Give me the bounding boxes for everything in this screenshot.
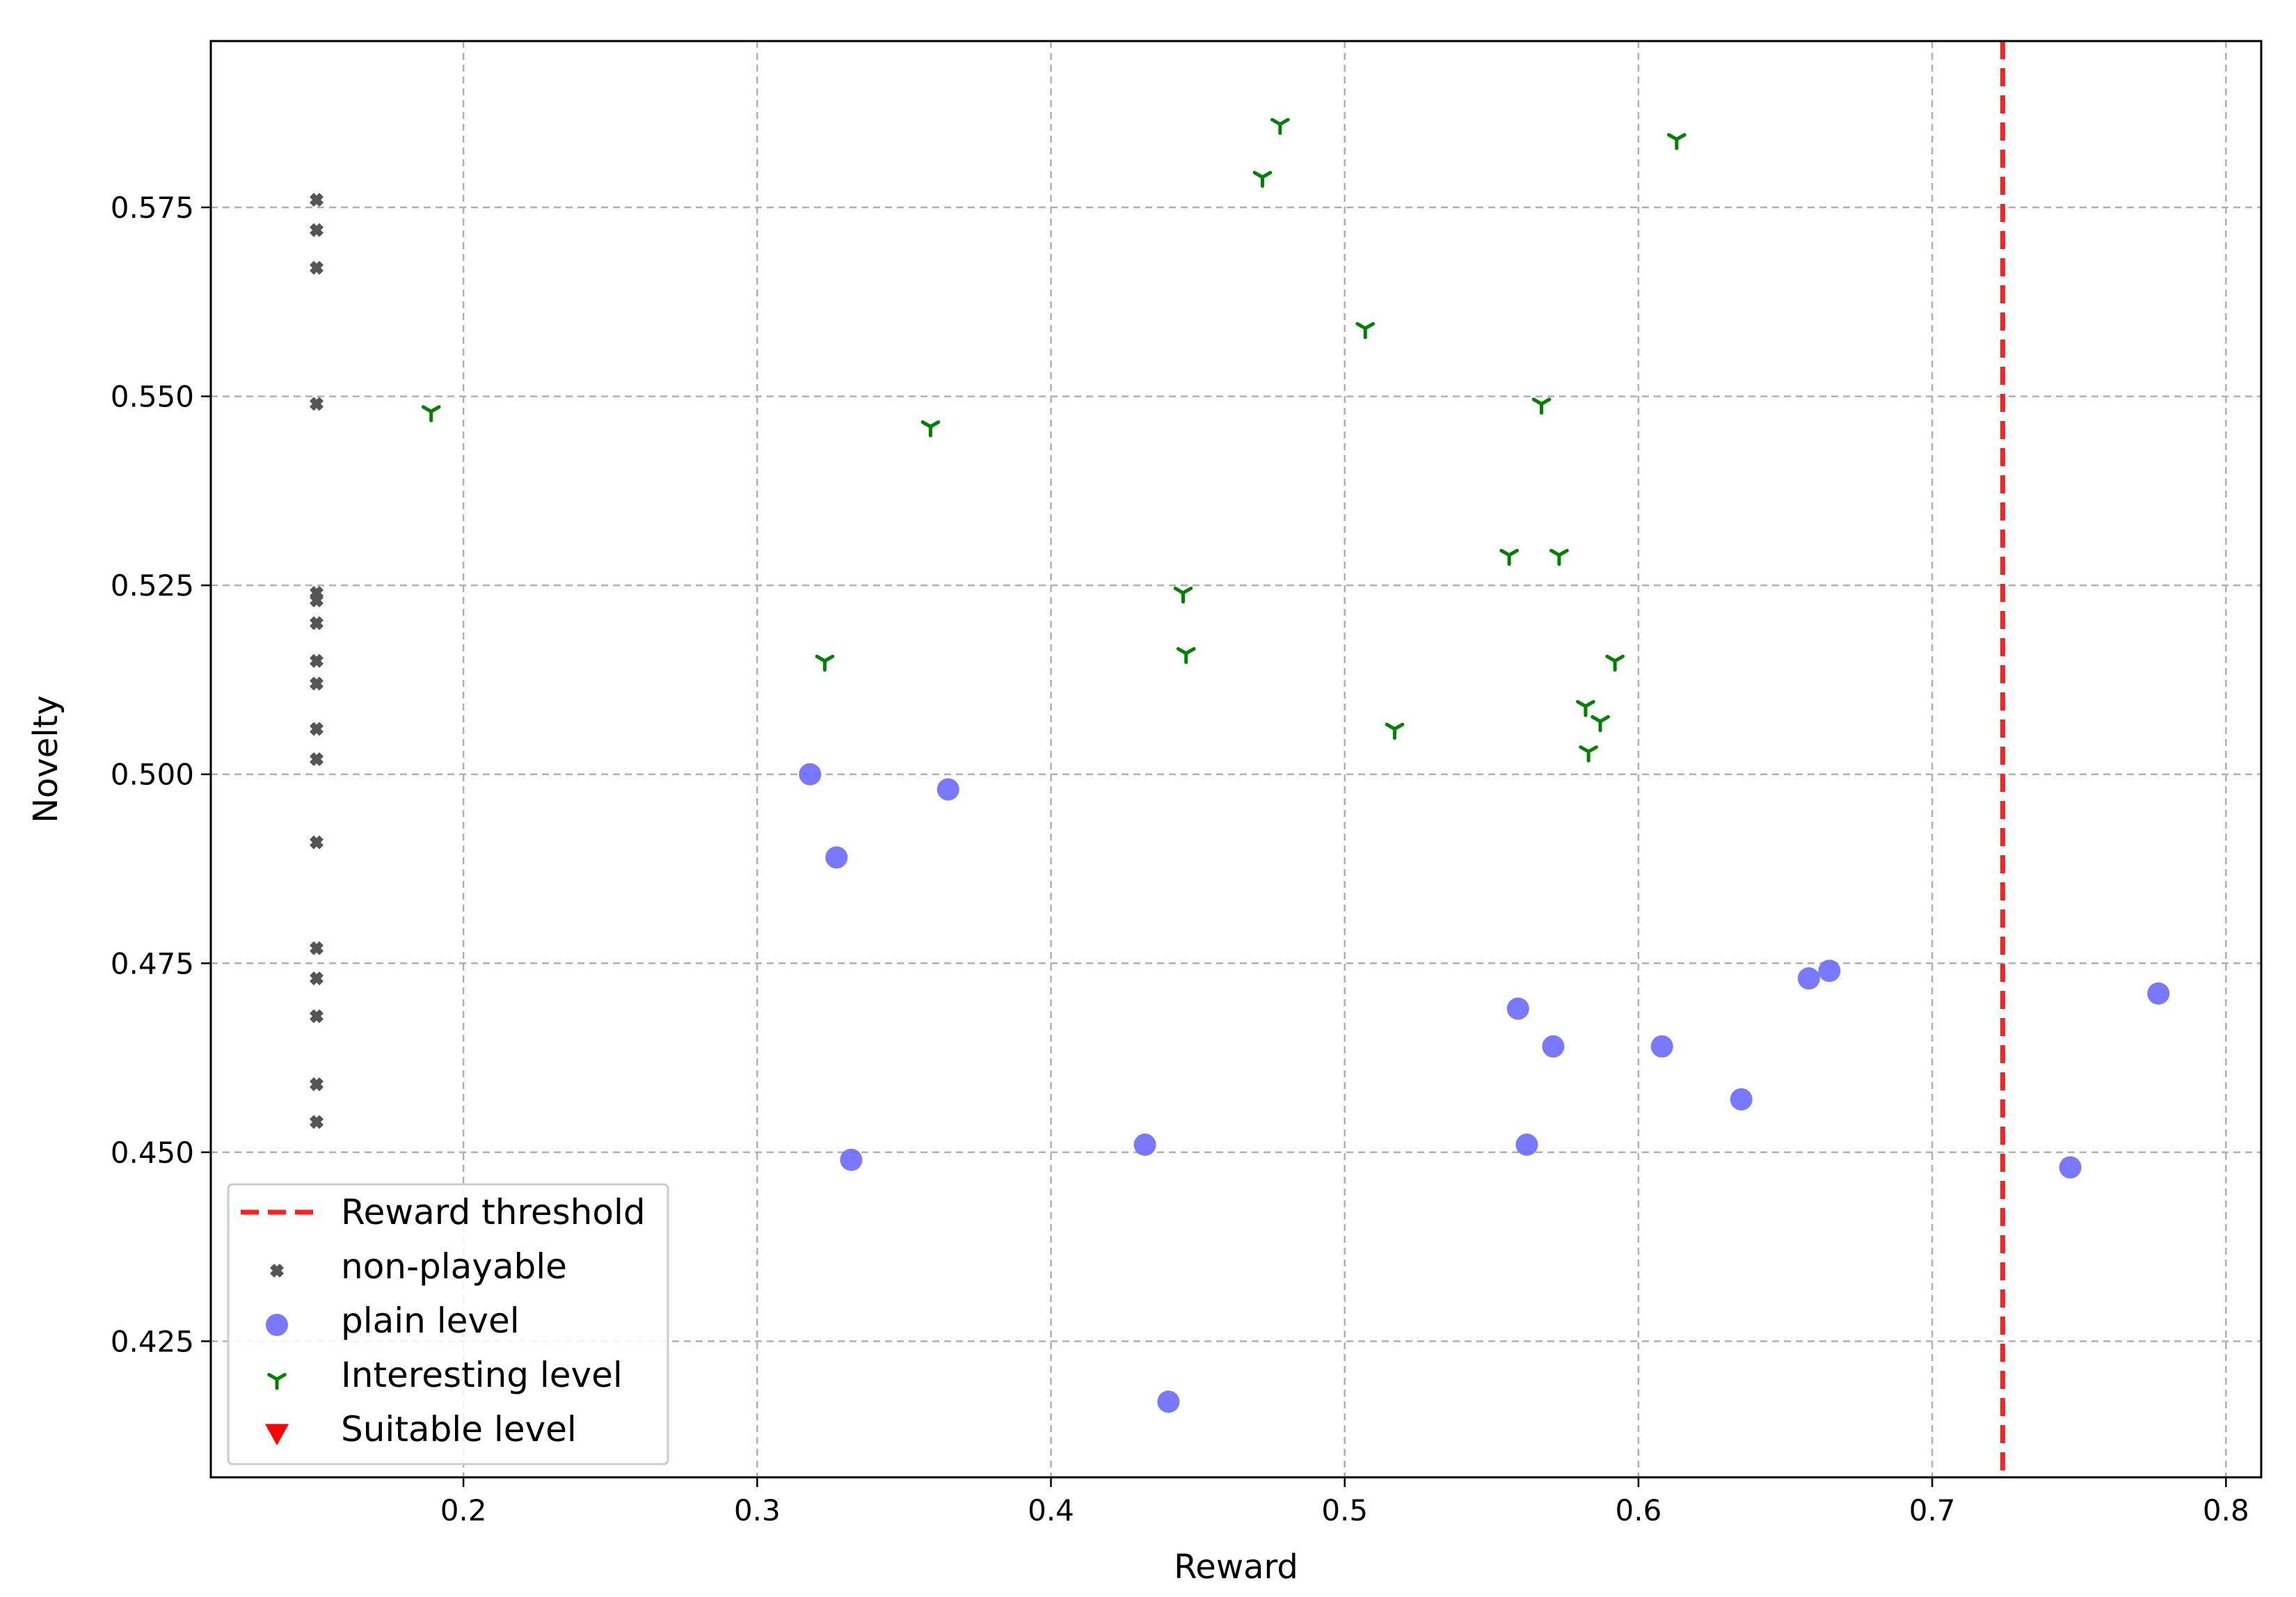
series-interesting-level [421,118,1687,763]
data-point [1818,960,1841,983]
legend-swatch [270,1264,284,1278]
data-points [309,118,2170,1413]
data-point [309,752,324,766]
legend-swatch [265,1424,289,1445]
data-point [309,835,324,850]
legend-label: plain level [341,1301,520,1341]
data-point [825,846,848,869]
data-point [1531,397,1552,415]
axis-ticks: 0.2 0.3 0.4 0.5 0.6 0.7 0.8 0.425 0.450 0.475 0.50… [111,191,2249,1527]
data-point [1542,1035,1565,1058]
data-point [1576,699,1595,717]
x-tick-label: 0.3 [734,1493,781,1527]
data-point [2147,982,2170,1005]
plot-frame [209,40,2263,1479]
x-tick-label: 0.7 [1909,1493,1956,1527]
x-axis-label: Reward [1174,1548,1298,1587]
legend-label: Suitable level [341,1409,577,1449]
data-point [309,260,324,275]
data-point [1591,715,1610,733]
data-point [799,763,822,786]
y-tick-label: 0.550 [111,380,194,414]
data-point [309,653,324,668]
data-point [1667,133,1687,150]
data-point [1605,654,1625,672]
data-point [936,778,959,801]
legend-swatch [266,1314,288,1336]
data-point [309,397,324,411]
series-non-playable [309,193,324,1129]
legend-swatch [267,1373,287,1390]
data-point [309,1115,324,1129]
y-tick-label: 0.575 [111,191,194,225]
data-point [1499,548,1519,566]
data-point [1797,967,1820,990]
legend-label: Interesting level [341,1355,623,1395]
data-point [1176,646,1196,665]
data-point [1133,1134,1156,1157]
x-tick-label: 0.6 [1616,1493,1662,1527]
data-point [1270,118,1290,135]
legend-entry: Suitable level [265,1409,577,1449]
data-point [309,676,324,691]
x-tick-label: 0.4 [1028,1493,1074,1527]
legend-entry: plain level [266,1301,520,1341]
data-point [840,1148,863,1171]
legend-box [227,1183,669,1465]
data-point [309,616,324,630]
series-plain-level [799,763,2170,1413]
data-point [1252,170,1273,189]
y-tick-label: 0.450 [111,1136,194,1170]
data-point [309,593,324,607]
data-point [1157,1390,1180,1413]
y-axis-label: Novelty [26,695,65,823]
data-point [309,941,324,955]
data-point [815,654,835,672]
data-point [309,1077,324,1092]
data-point [1355,321,1376,340]
x-tick-label: 0.5 [1321,1493,1368,1527]
y-tick-label: 0.425 [111,1324,194,1358]
data-point [1506,997,1529,1020]
legend: Reward threshold non-playable plain level I… [227,1183,669,1465]
legend-entry: Interesting level [267,1355,623,1395]
data-point [309,193,324,207]
legend-label: non-playable [341,1246,567,1287]
data-point [309,223,324,237]
grid [211,41,2261,1477]
data-point [1173,587,1193,604]
data-point [1385,722,1405,740]
legend-label: Reward threshold [341,1192,646,1232]
data-point [1549,548,1569,566]
data-point [1730,1088,1753,1111]
data-point [2059,1156,2082,1179]
data-point [421,405,441,422]
y-tick-label: 0.525 [111,569,194,603]
legend-entry: non-playable [270,1246,567,1287]
data-point [309,1009,324,1024]
y-tick-label: 0.500 [111,758,194,792]
data-point [1579,745,1598,763]
x-tick-label: 0.2 [440,1493,487,1527]
x-tick-label: 0.8 [2203,1493,2249,1527]
data-point [920,420,941,438]
y-tick-label: 0.475 [111,946,194,980]
legend-entry: Reward threshold [241,1192,646,1232]
data-point [1650,1035,1673,1058]
data-point [309,722,324,736]
data-point [309,971,324,986]
data-point [1515,1134,1538,1157]
